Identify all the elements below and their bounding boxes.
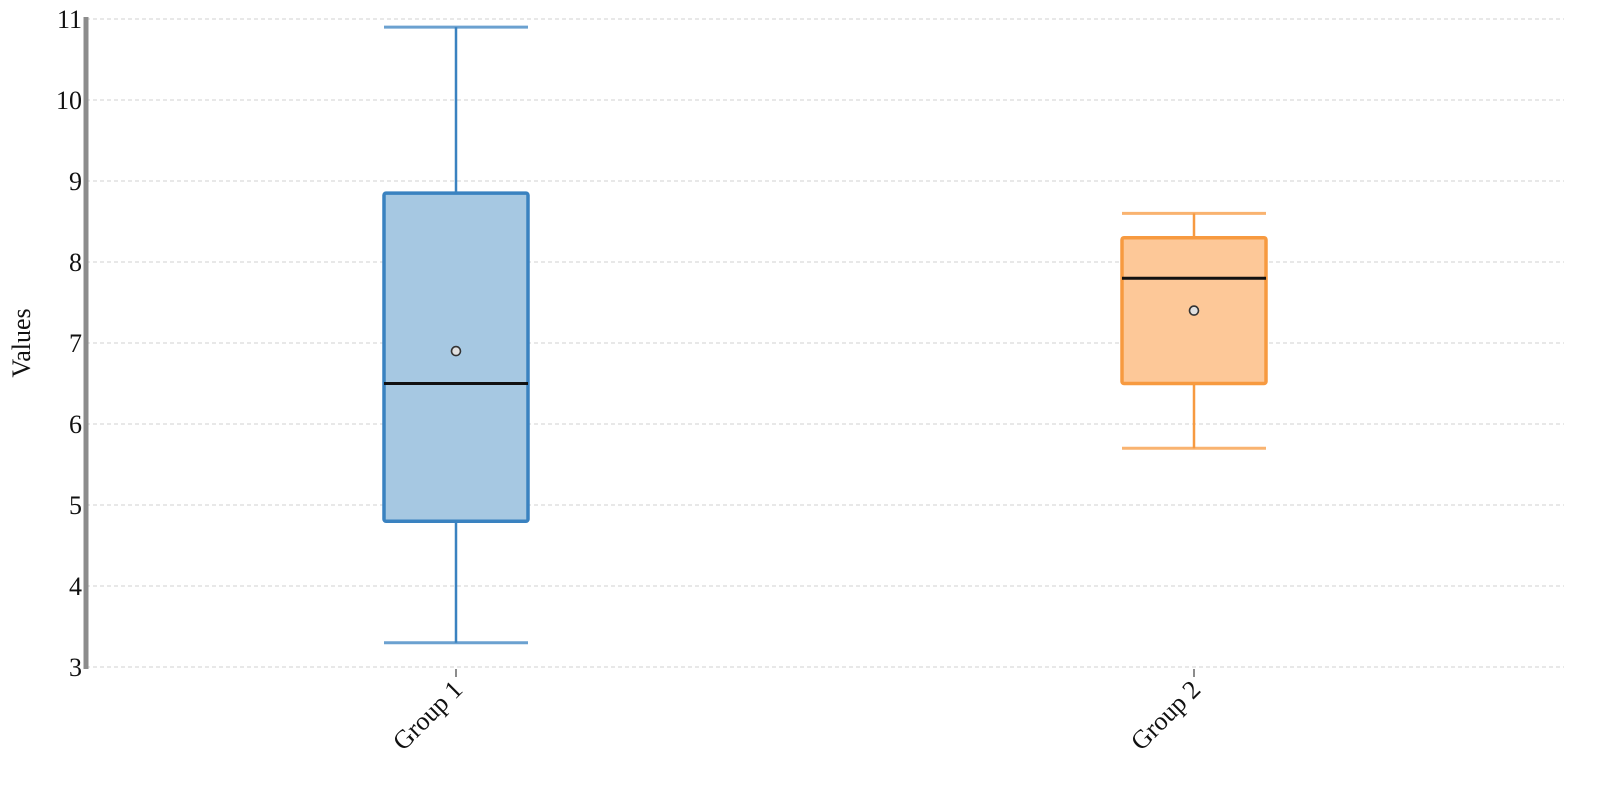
y-tick-label: 3 — [69, 653, 82, 682]
y-tick-label: 9 — [69, 167, 82, 196]
y-tick-label: 7 — [69, 329, 82, 358]
y-tick-label: 10 — [56, 86, 82, 115]
mean-marker — [1188, 305, 1200, 316]
category-labels: Group 1 Group 2 — [387, 675, 1206, 756]
y-tick-label: 8 — [69, 248, 82, 277]
y-tick-label: 6 — [69, 410, 82, 439]
y-axis: 3 4 5 6 7 8 9 10 11 — [56, 5, 1195, 682]
box-series — [382, 25, 1268, 645]
box-group-2 — [1120, 211, 1268, 450]
grid-lines — [86, 18, 1564, 668]
mean-marker — [450, 345, 462, 357]
x-category-label: Group 1 — [387, 675, 468, 756]
box-group-1 — [382, 25, 530, 645]
y-tick-label: 5 — [69, 491, 82, 520]
iqr-box — [382, 191, 530, 523]
x-category-label: Group 2 — [1125, 675, 1206, 756]
y-tick-label: 4 — [69, 572, 82, 601]
y-tick-label: 11 — [57, 5, 82, 34]
y-axis-title: Values — [7, 308, 36, 377]
